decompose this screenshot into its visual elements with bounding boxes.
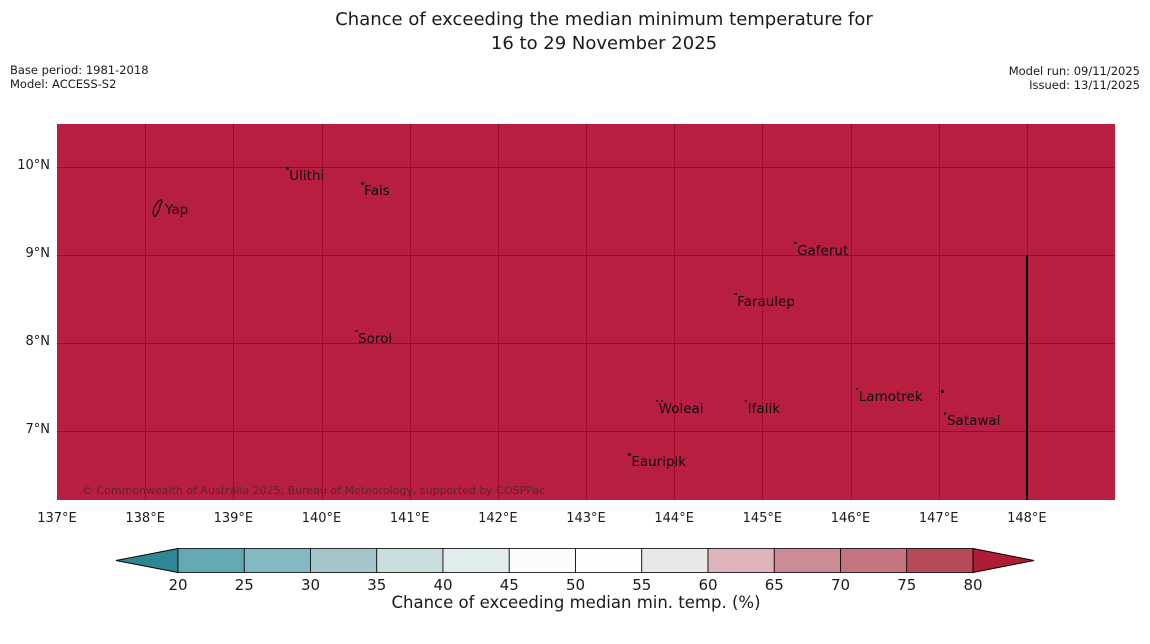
model-text: Model: ACCESS-S2 bbox=[10, 77, 117, 91]
title-line-2: 16 to 29 November 2025 bbox=[490, 33, 718, 54]
page-title: Chance of exceeding the median minimum t… bbox=[335, 8, 873, 56]
y-axis-tick-label: 10°N bbox=[17, 158, 50, 174]
place-name: Faraulep bbox=[737, 293, 795, 310]
colorbar-tick-label: 60 bbox=[698, 576, 718, 594]
yap-island-outline-icon bbox=[151, 197, 166, 223]
colorbar-tick-label: 75 bbox=[897, 576, 917, 594]
place-dot bbox=[628, 453, 631, 456]
place-dot bbox=[355, 329, 358, 333]
place-name: Sorol bbox=[358, 330, 393, 347]
longitude-gridline bbox=[674, 124, 676, 500]
longitude-gridline bbox=[850, 124, 852, 500]
longitude-gridline bbox=[762, 124, 764, 500]
place-name: Lamotrek bbox=[858, 388, 923, 405]
x-axis-tick-label: 142°E bbox=[478, 511, 518, 526]
colorbar-tick-label: 35 bbox=[367, 576, 387, 594]
colorbar-tick-label: 50 bbox=[565, 576, 586, 594]
longitude-gridline bbox=[409, 124, 411, 500]
longitude-gridline bbox=[233, 124, 235, 500]
x-axis-tick-label: 141°E bbox=[389, 511, 430, 526]
place-name: Ulithi bbox=[289, 168, 325, 185]
colorbar-tick-label: 25 bbox=[234, 576, 254, 594]
longitude-gridline bbox=[145, 124, 147, 500]
colorbar-svg bbox=[115, 547, 1035, 574]
x-axis-tick-label: 139°E bbox=[213, 511, 254, 526]
meta-right: Model run: 09/11/2025 Issued: 13/11/2025 bbox=[1009, 64, 1140, 92]
x-axis-tick-label: 144°E bbox=[654, 511, 694, 526]
place-dot bbox=[744, 399, 748, 403]
place-name: Gaferut bbox=[797, 242, 849, 259]
model-run-text: Model run: 09/11/2025 bbox=[1008, 64, 1140, 78]
place-dot bbox=[941, 390, 944, 393]
x-axis-tick-label: 148°E bbox=[1007, 511, 1047, 526]
longitude-gridline bbox=[321, 124, 323, 500]
colorbar-label: Chance of exceeding median min. temp. (%… bbox=[391, 593, 761, 612]
title-line-1: Chance of exceeding the median minimum t… bbox=[335, 9, 873, 30]
longitude-gridline bbox=[938, 124, 940, 500]
place-dot bbox=[855, 387, 859, 391]
place-name: Eauripik bbox=[631, 454, 687, 471]
place-dot bbox=[943, 412, 947, 415]
copyright-text: © Commonwealth of Australia 2025, Bureau… bbox=[82, 484, 546, 497]
x-axis-tick-label: 138°E bbox=[125, 511, 165, 526]
x-axis-tick-label: 140°E bbox=[301, 511, 342, 526]
colorbar-tick-label: 45 bbox=[499, 576, 519, 594]
map-canvas: © Commonwealth of Australia 2025, Bureau… bbox=[57, 124, 1115, 500]
colorbar-tick-label: 65 bbox=[764, 576, 784, 594]
place-dot bbox=[794, 241, 797, 245]
y-axis-tick-label: 7°N bbox=[25, 421, 51, 437]
place-dot bbox=[660, 399, 664, 403]
base-period-text: Base period: 1981-2018 bbox=[10, 63, 149, 77]
place-name: Fais bbox=[364, 183, 390, 199]
x-axis-tick-label: 146°E bbox=[830, 511, 871, 526]
y-axis-tick-label: 9°N bbox=[25, 245, 51, 261]
issued-text: Issued: 13/11/2025 bbox=[1029, 78, 1140, 92]
colorbar-tick-label: 40 bbox=[433, 576, 453, 594]
place-name: Woleai bbox=[658, 400, 704, 417]
colorbar-tick-label: 80 bbox=[963, 576, 983, 594]
contour-line-80pct bbox=[1025, 254, 1029, 500]
x-axis-tick-label: 147°E bbox=[918, 511, 959, 526]
x-axis-tick-label: 137°E bbox=[37, 511, 77, 526]
place-dot bbox=[734, 292, 737, 296]
colorbar-tick-label: 55 bbox=[632, 576, 652, 594]
colorbar bbox=[115, 547, 1035, 577]
place-name: Satawal bbox=[946, 413, 1001, 430]
place-dot bbox=[361, 182, 364, 185]
place-name: Yap bbox=[164, 202, 189, 219]
place-name: Ifalik bbox=[747, 400, 781, 417]
longitude-gridline bbox=[497, 124, 499, 500]
longitude-gridline bbox=[586, 124, 587, 500]
colorbar-tick-label: 30 bbox=[300, 576, 321, 594]
x-axis-tick-label: 143°E bbox=[566, 511, 606, 526]
colorbar-tick-label: 20 bbox=[168, 576, 188, 594]
place-dot bbox=[286, 167, 289, 170]
colorbar-tick-label: 70 bbox=[830, 576, 851, 594]
x-axis-tick-label: 145°E bbox=[742, 511, 783, 526]
meta-left: Base period: 1981-2018 Model: ACCESS-S2 bbox=[10, 63, 149, 91]
place-dot bbox=[655, 399, 659, 403]
y-axis-tick-label: 8°N bbox=[25, 333, 51, 349]
